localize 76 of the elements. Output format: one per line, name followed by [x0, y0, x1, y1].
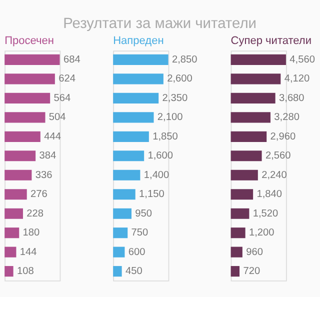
bar: [4, 112, 46, 123]
bar: [230, 131, 267, 142]
data-label: 3,680: [279, 92, 305, 104]
data-label: 750: [131, 228, 149, 239]
bar: [4, 170, 32, 180]
bar: [113, 112, 154, 123]
text: Резултати за мажи читатели: [63, 16, 256, 32]
bar: [113, 189, 136, 200]
bar: [230, 150, 262, 162]
bar: [230, 92, 276, 104]
data-label: 564: [54, 92, 72, 104]
bar: [4, 54, 60, 65]
bar: [113, 131, 149, 142]
bar: [230, 112, 270, 123]
bar: [113, 208, 132, 219]
bar: [4, 228, 20, 238]
data-label: 2,600: [167, 74, 193, 85]
data-label: 950: [135, 208, 152, 220]
data-label: 3,280: [274, 112, 300, 124]
data-label: 444: [44, 131, 62, 142]
bar: [4, 246, 16, 258]
data-label: 384: [39, 150, 56, 162]
bar: [230, 208, 250, 219]
data-label: 336: [35, 170, 53, 181]
bar: [230, 266, 240, 277]
data-label: 624: [58, 74, 76, 85]
data-label: 4,560: [290, 54, 316, 66]
data-label: 180: [22, 228, 40, 239]
data-label: 1,850: [152, 131, 178, 142]
bar: [113, 150, 144, 162]
data-label: 108: [16, 266, 34, 278]
bar: [230, 54, 286, 65]
data-label: 276: [30, 189, 48, 200]
bar: [4, 189, 27, 200]
data-label: 720: [243, 266, 260, 278]
data-label: 1,400: [144, 170, 170, 181]
data-label: 1,840: [256, 189, 282, 200]
bar: [4, 150, 36, 162]
data-label: 4,120: [284, 74, 310, 85]
bar: [4, 92, 50, 104]
data-label: 504: [48, 112, 66, 124]
data-label: 2,850: [172, 54, 198, 66]
bar: [230, 170, 258, 180]
chart-title: Супер читатели: [230, 35, 312, 48]
bar: [230, 228, 246, 238]
data-label: 228: [26, 208, 44, 220]
bar: [113, 54, 168, 65]
bar: [230, 189, 254, 200]
bar: [4, 266, 14, 277]
data-label: 960: [246, 246, 264, 258]
data-label: 1,150: [139, 189, 165, 200]
data-label: 684: [63, 54, 81, 66]
data-label: 2,240: [262, 170, 288, 181]
data-label: 600: [128, 246, 146, 258]
data-label: 1,600: [148, 150, 174, 162]
data-label: 144: [20, 246, 38, 258]
bar: [113, 92, 159, 104]
bar: [113, 74, 164, 84]
bar: [230, 74, 281, 84]
bar: [4, 74, 55, 84]
data-label: 2,100: [157, 112, 184, 124]
bar: [113, 228, 128, 238]
data-label: 450: [125, 266, 143, 278]
bar: [230, 246, 242, 258]
chart-title: Просечен: [4, 35, 54, 48]
bar: [113, 246, 125, 258]
bar: [113, 170, 140, 180]
data-label: 1,520: [252, 208, 279, 220]
chart-title: Напреден: [113, 35, 164, 48]
data-label: 2,560: [265, 150, 292, 162]
bar: [113, 266, 122, 277]
bar: [4, 208, 23, 219]
data-label: 1,200: [249, 228, 275, 239]
data-label: 2,960: [270, 131, 296, 142]
data-label: 2,350: [162, 92, 188, 104]
bar: [4, 131, 40, 142]
